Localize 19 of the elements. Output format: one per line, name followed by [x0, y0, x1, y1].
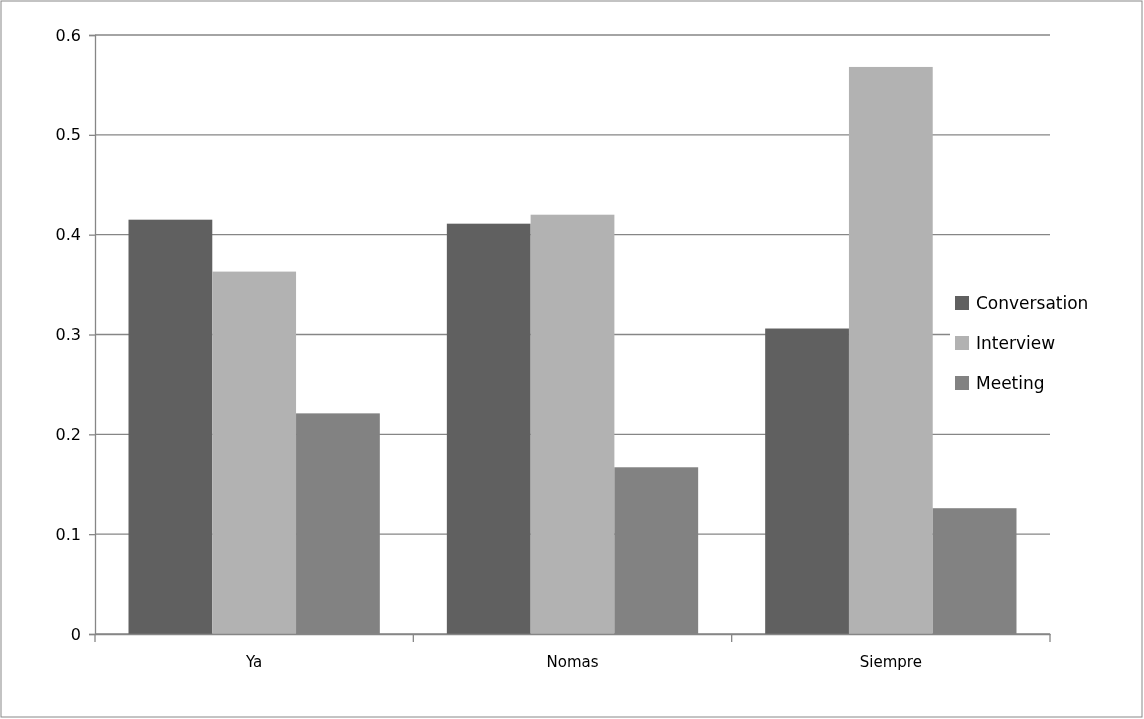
x-tick-label: Ya: [245, 652, 263, 671]
y-tick-label: 0.6: [55, 25, 81, 45]
x-tick-label: Siempre: [859, 652, 922, 671]
x-tick-label: Nomas: [546, 652, 599, 671]
legend-label: Interview: [976, 333, 1056, 353]
legend-label: Conversation: [976, 293, 1089, 313]
y-tick-label: 0.4: [55, 225, 81, 245]
bar: [530, 214, 615, 634]
legend-label: Meeting: [976, 373, 1045, 393]
y-tick-label: 0.5: [55, 125, 81, 145]
bar: [212, 271, 297, 634]
y-tick-label: 0: [70, 624, 81, 644]
bar: [848, 66, 933, 634]
y-tick-label: 0.2: [55, 424, 81, 444]
bar: [765, 328, 849, 634]
bar: [446, 223, 531, 634]
y-tick-label: 0.1: [55, 524, 81, 544]
y-tick-label: 0.3: [55, 325, 81, 345]
bar: [128, 219, 213, 634]
